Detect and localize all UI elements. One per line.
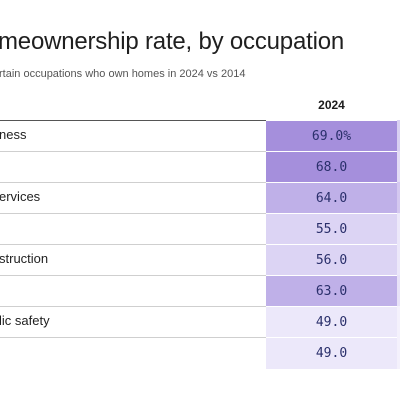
table-row: lic safety 49.0: [0, 306, 400, 338]
value-cell: 69.0%: [266, 120, 397, 152]
table-row: ness 69.0%: [0, 120, 400, 152]
next-column-cell-edge: [397, 337, 400, 369]
cell-value: 49.0: [315, 346, 348, 361]
cell-value: 63.0: [315, 284, 348, 299]
column-header-2024: 2024: [318, 98, 345, 112]
cell-value: 55.0: [315, 222, 348, 237]
row-label: struction: [0, 251, 49, 266]
value-cell: 49.0: [266, 337, 397, 369]
cell-value: 49.0: [315, 315, 348, 330]
next-column-cell-edge: [397, 244, 400, 276]
row-label: lic safety: [0, 313, 50, 328]
table-row: ervices 64.0: [0, 182, 400, 214]
table-row: struction 56.0: [0, 244, 400, 276]
chart-subtitle: rtain occupations who own homes in 2024 …: [0, 68, 246, 80]
value-cell: 56.0: [266, 244, 397, 276]
value-cell: 64.0: [266, 182, 397, 214]
cell-value: 68.0: [315, 160, 348, 175]
data-table: ness 69.0% 68.0 ervices 64.0 55.0 struction 56.…: [0, 120, 400, 369]
value-cell: 49.0: [266, 306, 397, 338]
next-column-cell-edge: [397, 182, 400, 214]
table-row: 63.0: [0, 275, 400, 307]
cell-value: 56.0: [315, 253, 348, 268]
cell-value: 64.0: [315, 191, 348, 206]
table-row: 68.0: [0, 151, 400, 183]
table-row: 55.0: [0, 213, 400, 245]
value-cell: 63.0: [266, 275, 397, 307]
row-label: ervices: [0, 189, 41, 204]
next-column-cell-edge: [397, 151, 400, 183]
table-row: 49.0: [0, 337, 400, 369]
next-column-cell-edge: [397, 213, 400, 245]
chart-title: meownership rate, by occupation: [0, 28, 344, 55]
cell-value: 69.0%: [311, 129, 352, 144]
row-label: ness: [0, 127, 27, 142]
value-cell: 68.0: [266, 151, 397, 183]
next-column-cell-edge: [397, 275, 400, 307]
value-cell: 55.0: [266, 213, 397, 245]
next-column-cell-edge: [397, 120, 400, 152]
next-column-cell-edge: [397, 306, 400, 338]
